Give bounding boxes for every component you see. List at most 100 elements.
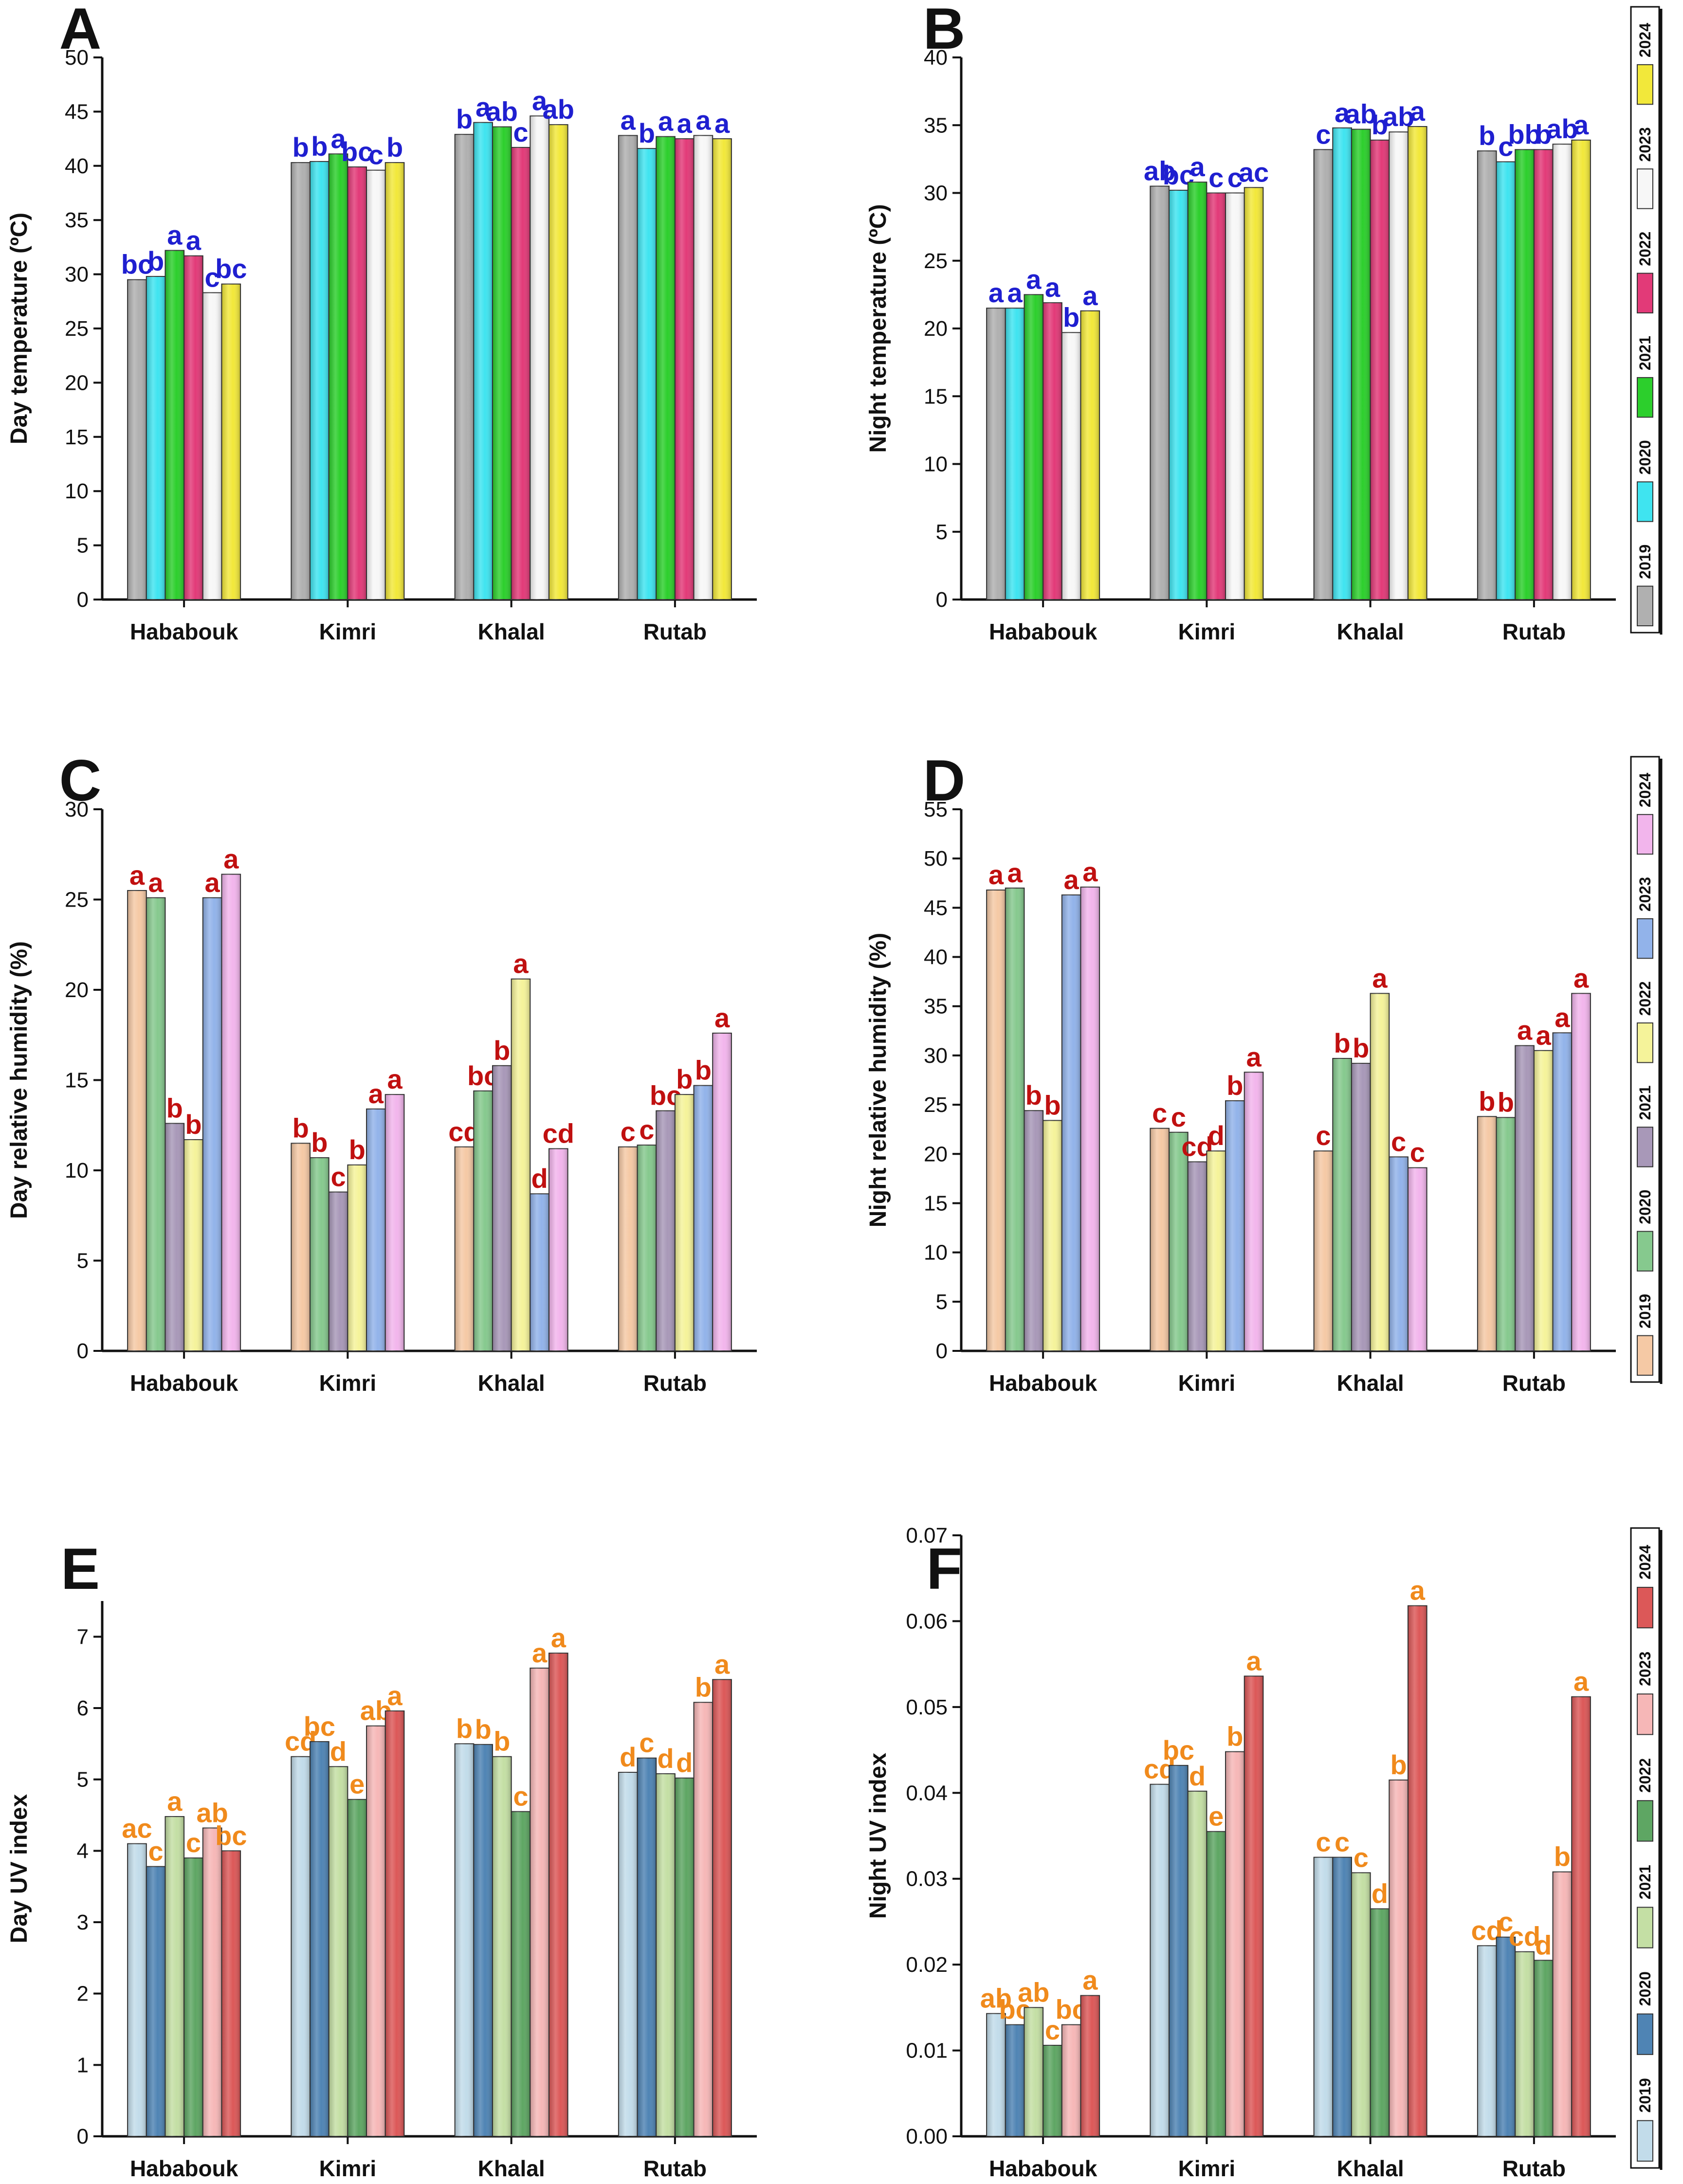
significance-label: a bbox=[387, 1064, 402, 1094]
significance-label: a bbox=[1573, 1666, 1589, 1697]
significance-label: c bbox=[330, 1162, 346, 1192]
legend-label-2020: 2020 bbox=[1636, 440, 1654, 474]
significance-label: b bbox=[494, 1035, 510, 1066]
legend-swatch-2020 bbox=[1637, 2013, 1653, 2055]
bar-shading bbox=[1207, 1831, 1226, 2136]
y-tick-label: 6 bbox=[77, 1696, 89, 1720]
significance-label: e bbox=[1208, 1801, 1224, 1832]
significance-label: e bbox=[349, 1769, 365, 1800]
bar-shading bbox=[291, 163, 311, 600]
bar-shading bbox=[1496, 1937, 1516, 2136]
bar-shading bbox=[221, 874, 241, 1351]
significance-label: a bbox=[1372, 963, 1388, 993]
bar-shading bbox=[1351, 1873, 1371, 2136]
x-category-label: Khalal bbox=[1337, 619, 1404, 644]
legend-swatch-2023 bbox=[1637, 168, 1653, 209]
bar-shading bbox=[549, 1653, 568, 2136]
significance-label: bb bbox=[1508, 119, 1541, 149]
legend-label-2023: 2023 bbox=[1636, 1652, 1654, 1686]
y-axis-title: Day temperature (ºC) bbox=[6, 213, 32, 444]
bar-shading bbox=[455, 134, 474, 600]
bar-shading bbox=[1061, 2024, 1081, 2136]
legend-swatch-2023 bbox=[1637, 1693, 1653, 1735]
bar-shading bbox=[221, 1851, 241, 2136]
legend-label-2022: 2022 bbox=[1636, 981, 1654, 1016]
y-tick-label: 15 bbox=[65, 1069, 89, 1092]
significance-label: b bbox=[1025, 1080, 1042, 1110]
y-tick-label: 0 bbox=[936, 588, 948, 612]
legend-swatch-2019 bbox=[1637, 2120, 1653, 2162]
bar-shading bbox=[366, 1109, 385, 1351]
bar-shading bbox=[146, 276, 165, 600]
bar-shading bbox=[1389, 132, 1408, 600]
bar-shading bbox=[329, 1766, 348, 2136]
y-tick-label: 15 bbox=[924, 384, 948, 408]
y-tick-label: 25 bbox=[65, 888, 89, 912]
bar-shading bbox=[511, 1811, 531, 2136]
significance-label: b bbox=[386, 132, 403, 163]
bar-shading bbox=[618, 1147, 638, 1351]
bar-shading bbox=[202, 292, 222, 600]
significance-label: c bbox=[513, 1781, 528, 1812]
bar-shading bbox=[549, 1148, 568, 1351]
y-tick-label: 10 bbox=[924, 453, 948, 476]
legend-label-2021: 2021 bbox=[1636, 336, 1654, 370]
significance-label: d bbox=[1372, 1878, 1388, 1909]
significance-label: a bbox=[988, 277, 1004, 308]
y-tick-label: 35 bbox=[65, 208, 89, 232]
x-category-label: Khalal bbox=[478, 2156, 545, 2181]
y-tick-label: 5 bbox=[77, 1249, 89, 1273]
bar-shading bbox=[1169, 190, 1188, 600]
y-tick-label: 0.02 bbox=[906, 1953, 948, 1977]
x-category-label: Rutab bbox=[643, 2156, 707, 2181]
bar-shading bbox=[474, 122, 493, 600]
bar-shading bbox=[1572, 1696, 1591, 2136]
bar-shading bbox=[366, 170, 385, 600]
y-tick-label: 5 bbox=[936, 1290, 948, 1314]
y-tick-label: 45 bbox=[924, 896, 948, 920]
bar-shading bbox=[1351, 1063, 1371, 1351]
x-category-label: Hababouk bbox=[130, 2156, 238, 2181]
y-tick-label: 30 bbox=[924, 182, 948, 205]
y-tick-label: 0 bbox=[77, 1339, 89, 1363]
bar-shading bbox=[1534, 149, 1553, 600]
bar-shading bbox=[511, 147, 531, 600]
significance-label: b bbox=[311, 131, 328, 162]
significance-label: c bbox=[1335, 1827, 1350, 1857]
bar-shading bbox=[1477, 151, 1497, 600]
y-tick-label: 0.06 bbox=[906, 1609, 948, 1633]
significance-label: b bbox=[311, 1127, 328, 1158]
significance-label: bc bbox=[215, 254, 247, 284]
bar-shading bbox=[329, 154, 348, 600]
bar-shading bbox=[1150, 1784, 1170, 2136]
legend-swatch-2021 bbox=[1637, 1127, 1653, 1167]
y-tick-label: 15 bbox=[924, 1191, 948, 1215]
bar-shading bbox=[1043, 1120, 1062, 1351]
legend-swatch-2023 bbox=[1637, 918, 1653, 959]
legend-label-2024: 2024 bbox=[1636, 23, 1654, 57]
bar-shading bbox=[1244, 1072, 1263, 1351]
legend-label-2020: 2020 bbox=[1636, 1190, 1654, 1224]
y-tick-label: 4 bbox=[77, 1839, 89, 1863]
bar-shading bbox=[1169, 1132, 1188, 1351]
x-category-label: Kimri bbox=[319, 2156, 377, 2181]
significance-label: b bbox=[1498, 1087, 1514, 1117]
significance-label: a bbox=[532, 1638, 548, 1668]
significance-label: a bbox=[1536, 1020, 1552, 1051]
bar-shading bbox=[618, 1772, 638, 2136]
panel-letter: C bbox=[59, 748, 102, 813]
panel-letter: F bbox=[926, 1536, 962, 1602]
legend-label-2024: 2024 bbox=[1636, 1545, 1654, 1579]
bar-shading bbox=[1496, 1117, 1516, 1351]
y-tick-label: 7 bbox=[77, 1625, 89, 1649]
x-category-label: Rutab bbox=[1502, 2156, 1566, 2181]
bar-shading bbox=[1005, 308, 1024, 600]
legend-label-2019: 2019 bbox=[1636, 2078, 1654, 2112]
significance-label: bc bbox=[121, 249, 153, 280]
significance-label: a bbox=[1007, 857, 1023, 888]
legend-box bbox=[1630, 6, 1660, 634]
bar-shading bbox=[987, 308, 1006, 600]
bar-shading bbox=[656, 136, 675, 600]
bar-shading bbox=[511, 979, 531, 1351]
legend-label-2023: 2023 bbox=[1636, 127, 1654, 162]
